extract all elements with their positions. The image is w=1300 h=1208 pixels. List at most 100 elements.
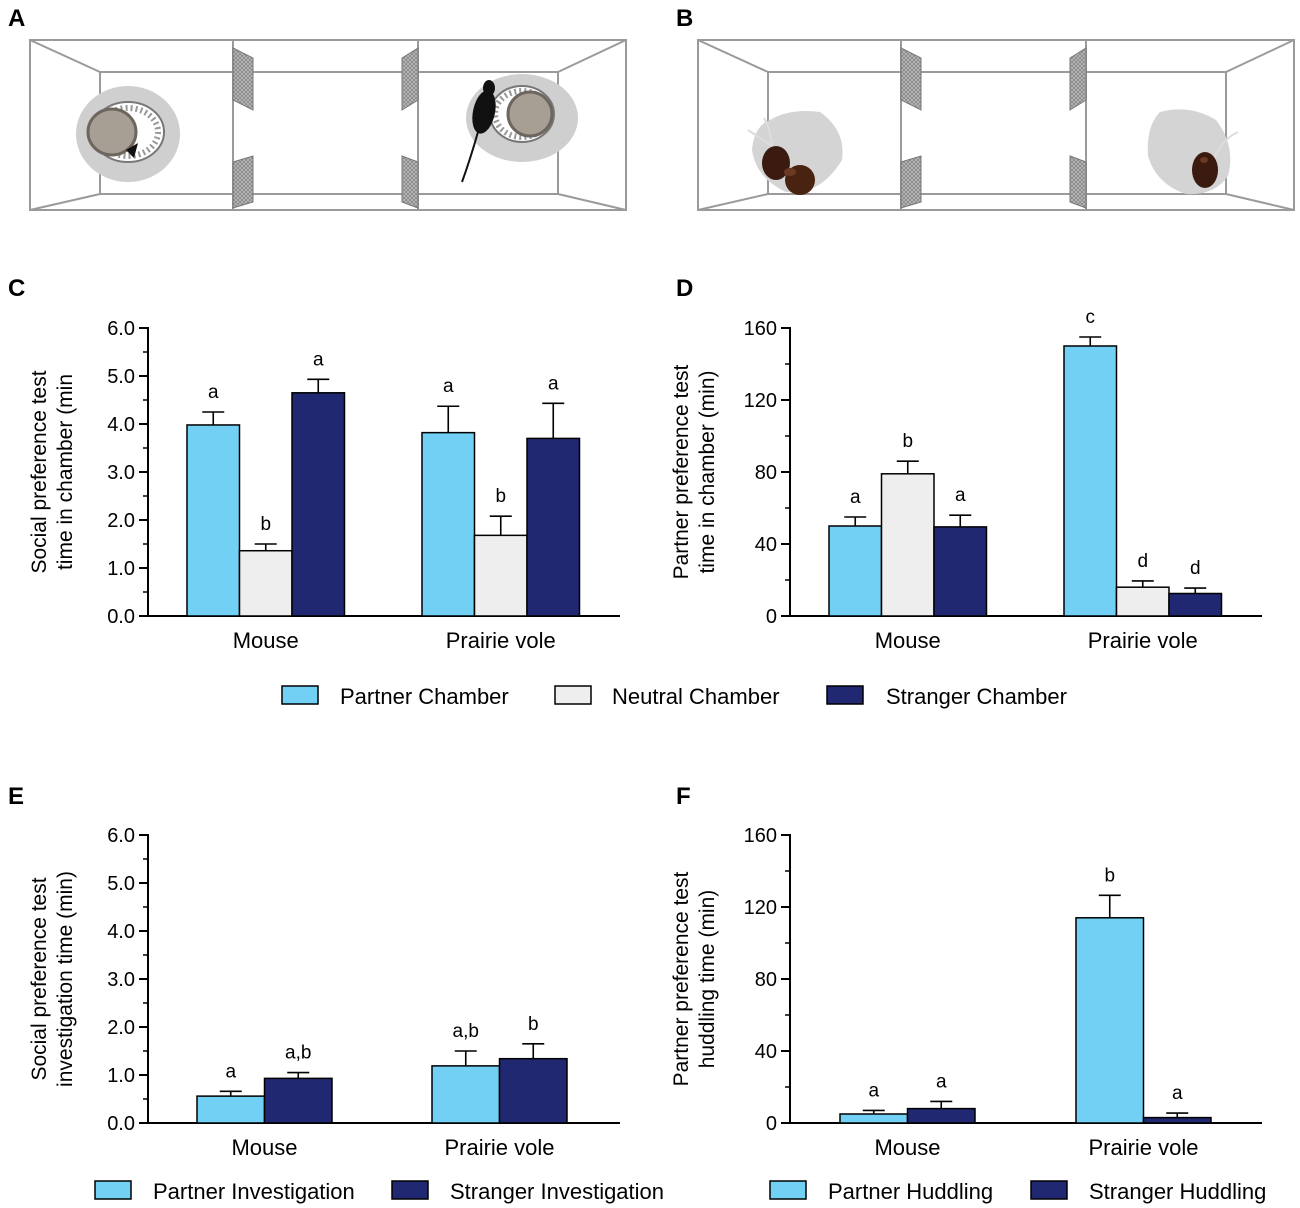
bar-stranger-chamber-prairie-vole <box>526 437 581 617</box>
legend-label-partner-investigation: Partner Investigation <box>153 1179 355 1204</box>
y-tick-label: 3.0 <box>107 462 135 484</box>
panel-b: B <box>676 5 1295 211</box>
legend-label-partner-huddling: Partner Huddling <box>828 1179 993 1204</box>
y-axis-label-line: Partner preference test <box>670 871 693 1086</box>
chart-c: C Social preference test time in chamber (… <box>8 275 620 653</box>
y-tick-label: 40 <box>755 534 777 556</box>
bar-stranger-investigation-prairie-vole <box>498 1057 568 1124</box>
panel-letter-e: E <box>8 783 24 810</box>
y-tick-label: 40 <box>755 1041 777 1063</box>
significance-label: b <box>902 431 913 452</box>
bar-stranger-investigation-mouse <box>263 1077 333 1124</box>
legend-swatch-stranger-chamber <box>826 685 864 705</box>
significance-label: b <box>260 514 271 535</box>
significance-label: d <box>1190 558 1201 579</box>
y-axis-label-line: huddling time (min) <box>696 890 719 1069</box>
legend-label-neutral-chamber: Neutral Chamber <box>612 684 780 709</box>
legend-label-partner-chamber: Partner Chamber <box>340 684 509 709</box>
bar-neutral-chamber-prairie-vole <box>473 534 528 617</box>
significance-label: a <box>936 1071 947 1092</box>
significance-label: a <box>548 373 559 394</box>
y-tick-label: 2.0 <box>107 1017 135 1039</box>
y-tick-label: 6.0 <box>107 318 135 340</box>
legend-chamber: Partner Chamber Neutral Chamber Stranger… <box>281 684 1067 709</box>
y-tick-label: 1.0 <box>107 1065 135 1087</box>
y-tick-label: 4.0 <box>107 921 135 943</box>
panel-letter-c: C <box>8 275 25 302</box>
y-tick-label: 0 <box>766 1113 777 1135</box>
chart-d: D Partner preference test time in chamber … <box>670 275 1262 653</box>
legend-label-stranger-investigation: Stranger Investigation <box>450 1179 664 1204</box>
y-tick-label: 120 <box>744 897 777 919</box>
y-tick-label: 6.0 <box>107 825 135 847</box>
bar-partner-chamber-prairie-vole <box>1063 345 1118 617</box>
panel-letter-b: B <box>676 5 693 32</box>
y-tick-label: 80 <box>755 969 777 991</box>
legend-swatch-partner-investigation <box>94 1180 132 1200</box>
bar-partner-investigation-prairie-vole <box>431 1065 501 1124</box>
x-category-label: Mouse <box>233 628 299 653</box>
y-axis-label-line: time in chamber (min <box>54 374 77 570</box>
vole-pair-icon <box>762 146 815 195</box>
bar-partner-chamber-mouse <box>828 525 883 617</box>
divider-doors-b <box>900 47 1087 209</box>
significance-label: a <box>868 1080 879 1101</box>
bar-stranger-chamber-mouse <box>291 392 346 617</box>
y-tick-label: 5.0 <box>107 366 135 388</box>
bar-partner-huddling-prairie-vole <box>1075 917 1145 1124</box>
significance-label: a <box>850 487 861 508</box>
x-category-label: Prairie vole <box>1088 1135 1198 1160</box>
legend-label-stranger-chamber: Stranger Chamber <box>886 684 1067 709</box>
x-category-label: Mouse <box>874 1135 940 1160</box>
y-tick-label: 3.0 <box>107 969 135 991</box>
significance-label: a <box>443 376 454 397</box>
x-category-label: Mouse <box>875 628 941 653</box>
bar-neutral-chamber-mouse <box>880 473 935 617</box>
legend-investigation: Partner Investigation Stranger Investiga… <box>94 1179 664 1204</box>
bar-partner-investigation-mouse <box>196 1095 266 1124</box>
y-axis-label-line: Social preference test <box>28 370 51 573</box>
chart-f: F Partner preference test huddling time (m… <box>670 783 1262 1160</box>
y-tick-label: 160 <box>744 825 777 847</box>
y-axis-label-line: time in chamber (min) <box>696 370 719 573</box>
significance-label: b <box>1104 865 1115 886</box>
y-tick-label: 0.0 <box>107 606 135 628</box>
y-tick-label: 120 <box>744 390 777 412</box>
bar-partner-huddling-mouse <box>839 1113 909 1124</box>
y-axis-label-line: Social preference test <box>28 877 51 1080</box>
legend-swatch-stranger-huddling <box>1030 1180 1068 1200</box>
legend-swatch-stranger-investigation <box>391 1180 429 1200</box>
significance-label: d <box>1137 551 1148 572</box>
panel-a: A <box>8 5 627 211</box>
panel-letter-f: F <box>676 783 691 810</box>
significance-label: a <box>225 1061 236 1082</box>
mouse-icon <box>461 80 496 183</box>
legend-huddling: Partner Huddling Stranger Huddling <box>769 1179 1266 1204</box>
significance-label: a <box>313 349 324 370</box>
significance-label: c <box>1086 307 1096 328</box>
y-tick-label: 0 <box>766 606 777 628</box>
y-axis-label-line: investigation time (min) <box>54 871 77 1087</box>
x-category-label: Prairie vole <box>446 628 556 653</box>
x-category-label: Prairie vole <box>444 1135 554 1160</box>
vole-tether-zone-right <box>1147 109 1239 195</box>
bar-partner-chamber-mouse <box>186 424 241 617</box>
divider-doors-a <box>232 47 419 209</box>
wire-cup-left <box>76 86 180 182</box>
y-tick-label: 80 <box>755 462 777 484</box>
panel-letter-d: D <box>676 275 693 302</box>
bar-stranger-huddling-mouse <box>906 1107 976 1124</box>
y-tick-label: 160 <box>744 318 777 340</box>
significance-label: a,b <box>453 1021 479 1042</box>
bar-neutral-chamber-mouse <box>238 549 293 617</box>
bar-stranger-chamber-prairie-vole <box>1168 592 1223 617</box>
bar-stranger-chamber-mouse <box>933 526 988 617</box>
bar-stranger-huddling-prairie-vole <box>1142 1116 1212 1124</box>
bar-partner-chamber-prairie-vole <box>421 431 476 617</box>
legend-swatch-partner-huddling <box>769 1180 807 1200</box>
wire-cup-right <box>466 74 578 162</box>
x-category-label: Mouse <box>231 1135 297 1160</box>
legend-swatch-neutral-chamber <box>554 685 592 705</box>
significance-label: a <box>1172 1083 1183 1104</box>
